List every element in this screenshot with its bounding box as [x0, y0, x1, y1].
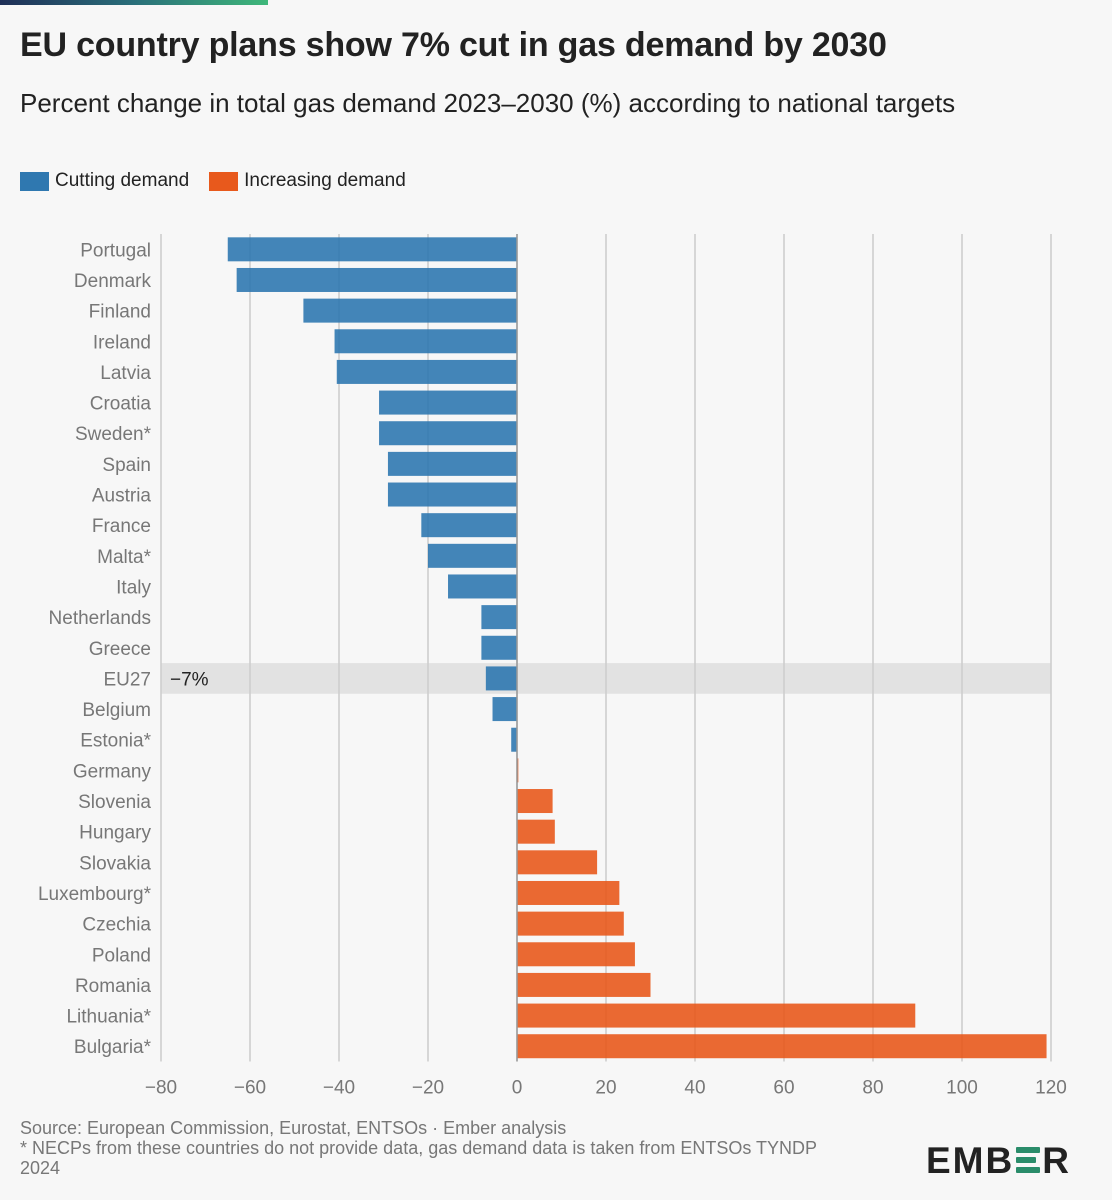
category-label: Slovenia [78, 792, 151, 813]
footer: Source: European Commission, Eurostat, E… [20, 1118, 860, 1178]
bar-italy [448, 574, 517, 599]
bar-netherlands [481, 605, 517, 630]
category-label: Estonia* [80, 731, 151, 752]
category-label: Croatia [90, 394, 152, 415]
category-label: Spain [102, 455, 151, 476]
bar-austria [387, 482, 517, 507]
x-tick-label: 80 [862, 1078, 883, 1099]
x-tick-label: −60 [234, 1078, 266, 1099]
category-label: Slovakia [79, 853, 151, 874]
chart-subtitle: Percent change in total gas demand 2023–… [20, 88, 956, 118]
category-label: Germany [73, 761, 152, 782]
eu27-value-label: −7% [170, 669, 209, 690]
legend-swatch-increasing [209, 171, 239, 191]
x-tick-label: −40 [323, 1078, 355, 1099]
bar-hungary [517, 819, 555, 844]
bar-latvia [336, 359, 517, 384]
bar-finland [303, 298, 517, 323]
bar-luxembourg [517, 880, 620, 905]
bar-france [421, 513, 517, 538]
bar-malta [428, 543, 517, 568]
category-label: Portugal [80, 240, 151, 261]
bar-eu27 [485, 666, 517, 691]
x-tick-label: 20 [595, 1078, 616, 1099]
x-tick-label: −80 [145, 1078, 177, 1099]
category-label: Greece [89, 639, 151, 660]
legend-swatch-cutting [20, 171, 49, 191]
category-label: Bulgaria* [74, 1037, 152, 1058]
top-accent-bar [0, 0, 268, 5]
x-tick-label: 0 [512, 1078, 523, 1099]
bar-portugal [227, 237, 517, 262]
category-label: Hungary [79, 823, 151, 844]
category-label: EU27 [103, 669, 151, 690]
bar-chart: Portugal Denmark Finland Ireland Latvia Croat… [38, 234, 1067, 1099]
footnote: * NECPs from these countries do not prov… [20, 1138, 817, 1178]
bar-poland [517, 942, 635, 967]
category-label: Austria [92, 486, 152, 507]
bar-slovakia [517, 850, 598, 875]
category-label: Sweden* [75, 424, 152, 445]
bar-croatia [379, 390, 517, 415]
x-tick-label: 120 [1035, 1078, 1067, 1099]
category-label: Lithuania* [66, 1007, 151, 1028]
category-label: Romania [75, 976, 151, 997]
category-label: Finland [89, 302, 151, 323]
bar-ireland [334, 329, 517, 354]
category-label: Luxembourg* [38, 884, 152, 905]
legend-label-increasing: Increasing demand [244, 170, 406, 191]
bar-romania [517, 972, 651, 997]
x-tick-label: 100 [946, 1078, 978, 1099]
bar-denmark [236, 267, 517, 292]
category-label: Poland [92, 945, 151, 966]
legend-item-cutting: Cutting demand [20, 170, 189, 192]
legend-label-cutting: Cutting demand [55, 170, 190, 191]
category-label: Italy [116, 577, 151, 598]
bar-greece [481, 635, 517, 660]
ember-logo: EMB R [926, 1140, 1071, 1181]
bar-bulgaria [517, 1034, 1047, 1059]
x-tick-label: −20 [412, 1078, 444, 1099]
category-label: Malta* [97, 547, 151, 568]
bar-sweden [379, 421, 517, 446]
bar-lithuania [517, 1003, 916, 1028]
x-tick-label: 40 [684, 1078, 705, 1099]
chart-title: EU country plans show 7% cut in gas dema… [20, 26, 887, 64]
category-label: Denmark [74, 271, 152, 292]
legend-item-increasing: Increasing demand [209, 170, 406, 192]
bar-estonia [511, 727, 517, 752]
bar-spain [387, 451, 517, 476]
category-label: Netherlands [49, 608, 151, 629]
category-label: Czechia [82, 915, 151, 936]
bar-belgium [492, 697, 517, 722]
category-label: Ireland [93, 332, 151, 353]
legend: Cutting demand Increasing demand [20, 170, 426, 192]
bar-czechia [517, 911, 624, 936]
source-note: Source: European Commission, Eurostat, E… [20, 1118, 567, 1138]
x-tick-label: 60 [773, 1078, 794, 1099]
category-label: Latvia [100, 363, 151, 384]
logo-e-mark [1016, 1145, 1041, 1175]
category-label: France [92, 516, 151, 537]
bar-slovenia [517, 789, 553, 814]
category-label: Belgium [82, 700, 151, 721]
